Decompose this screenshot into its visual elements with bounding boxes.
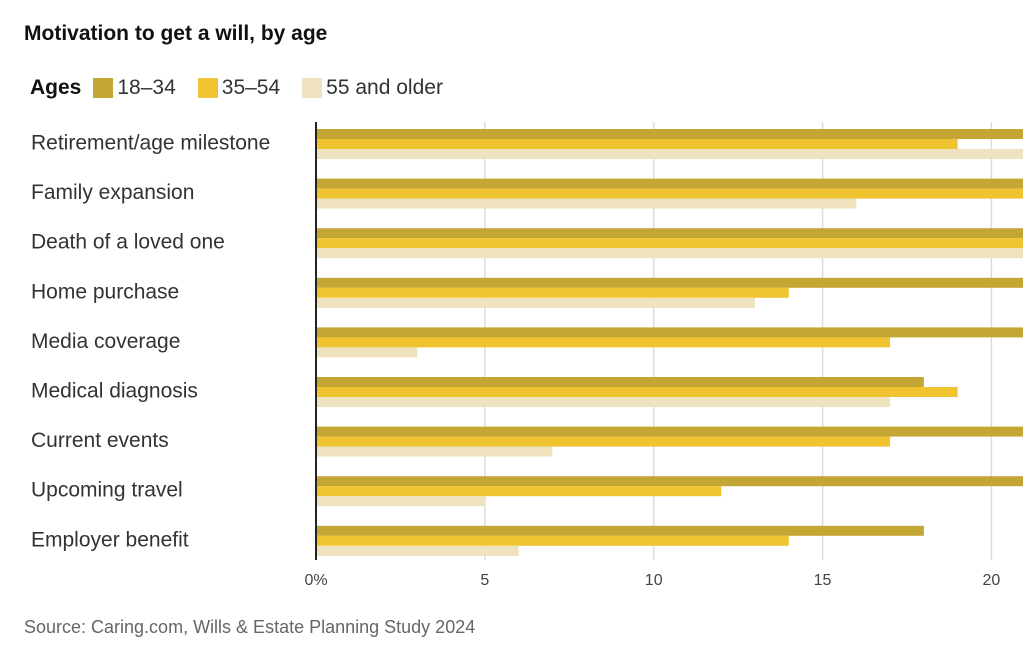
bar-death-of-a-loved-one-55-and-older [316, 248, 1023, 259]
bar-death-of-a-loved-one-35-54 [316, 238, 1023, 249]
bar-retirement-age-milestone-18-34 [316, 129, 1023, 139]
category-label-media-coverage: Media coverage [31, 330, 180, 353]
x-tick-label-15: 15 [814, 572, 832, 589]
category-label-employer-benefit: Employer benefit [31, 528, 189, 551]
legend-label-18-34: 18–34 [117, 76, 176, 99]
legend-item-55-and-older: 55 and older [302, 76, 443, 100]
bar-family-expansion-35-54 [316, 188, 1023, 199]
category-label-current-events: Current events [31, 429, 169, 452]
legend-label-55-and-older: 55 and older [326, 76, 443, 99]
legend-swatch-55-and-older [302, 78, 323, 98]
bar-employer-benefit-35-54 [316, 535, 789, 546]
bar-medical-diagnosis-35-54 [316, 387, 958, 397]
x-tick-label-20: 20 [983, 572, 1001, 589]
category-label-death-of-a-loved-one: Death of a loved one [31, 231, 225, 254]
bar-family-expansion-55-and-older [316, 198, 857, 209]
bar-employer-benefit-18-34 [316, 525, 924, 536]
category-label-home-purchase: Home purchase [31, 280, 179, 303]
bar-employer-benefit-55-and-older [316, 545, 519, 556]
bar-current-events-35-54 [316, 436, 891, 447]
x-tick-label-0: 0% [304, 572, 327, 589]
bar-retirement-age-milestone-55-and-older [316, 149, 1023, 159]
bar-media-coverage-18-34 [316, 327, 1023, 338]
bar-upcoming-travel-35-54 [316, 486, 722, 497]
bar-home-purchase-18-34 [316, 277, 1023, 288]
chart-title: Motivation to get a will, by age [24, 22, 328, 45]
bar-medical-diagnosis-55-and-older [316, 397, 891, 407]
x-tick-label-5: 5 [480, 572, 489, 589]
source-note: Source: Caring.com, Wills & Estate Plann… [24, 617, 476, 637]
legend: Ages 18–34 35–54 55 and older [30, 74, 465, 102]
x-tick-label-10: 10 [645, 572, 663, 589]
bar-medical-diagnosis-18-34 [316, 377, 924, 387]
legend-item-18-34: 18–34 [93, 76, 176, 100]
bar-current-events-55-and-older [316, 446, 553, 457]
bar-upcoming-travel-18-34 [316, 476, 1023, 487]
bar-death-of-a-loved-one-18-34 [316, 228, 1023, 239]
bar-retirement-age-milestone-35-54 [316, 139, 958, 149]
bar-family-expansion-18-34 [316, 178, 1023, 189]
category-label-upcoming-travel: Upcoming travel [31, 479, 183, 502]
legend-label-35-54: 35–54 [221, 76, 281, 99]
category-label-medical-diagnosis: Medical diagnosis [31, 380, 198, 403]
legend-title: Ages [30, 76, 82, 99]
legend-swatch-35-54 [197, 78, 218, 98]
bar-home-purchase-35-54 [316, 287, 789, 298]
legend-swatch-18-34 [93, 78, 114, 98]
bar-media-coverage-55-and-older [316, 347, 418, 358]
legend-item-35-54: 35–54 [197, 76, 281, 100]
bar-current-events-18-34 [316, 426, 1023, 437]
bar-home-purchase-55-and-older [316, 297, 756, 308]
bar-media-coverage-35-54 [316, 337, 891, 348]
category-label-retirement-age-milestone: Retirement/age milestone [31, 132, 270, 155]
category-label-family-expansion: Family expansion [31, 181, 194, 204]
bar-upcoming-travel-55-and-older [316, 496, 485, 507]
